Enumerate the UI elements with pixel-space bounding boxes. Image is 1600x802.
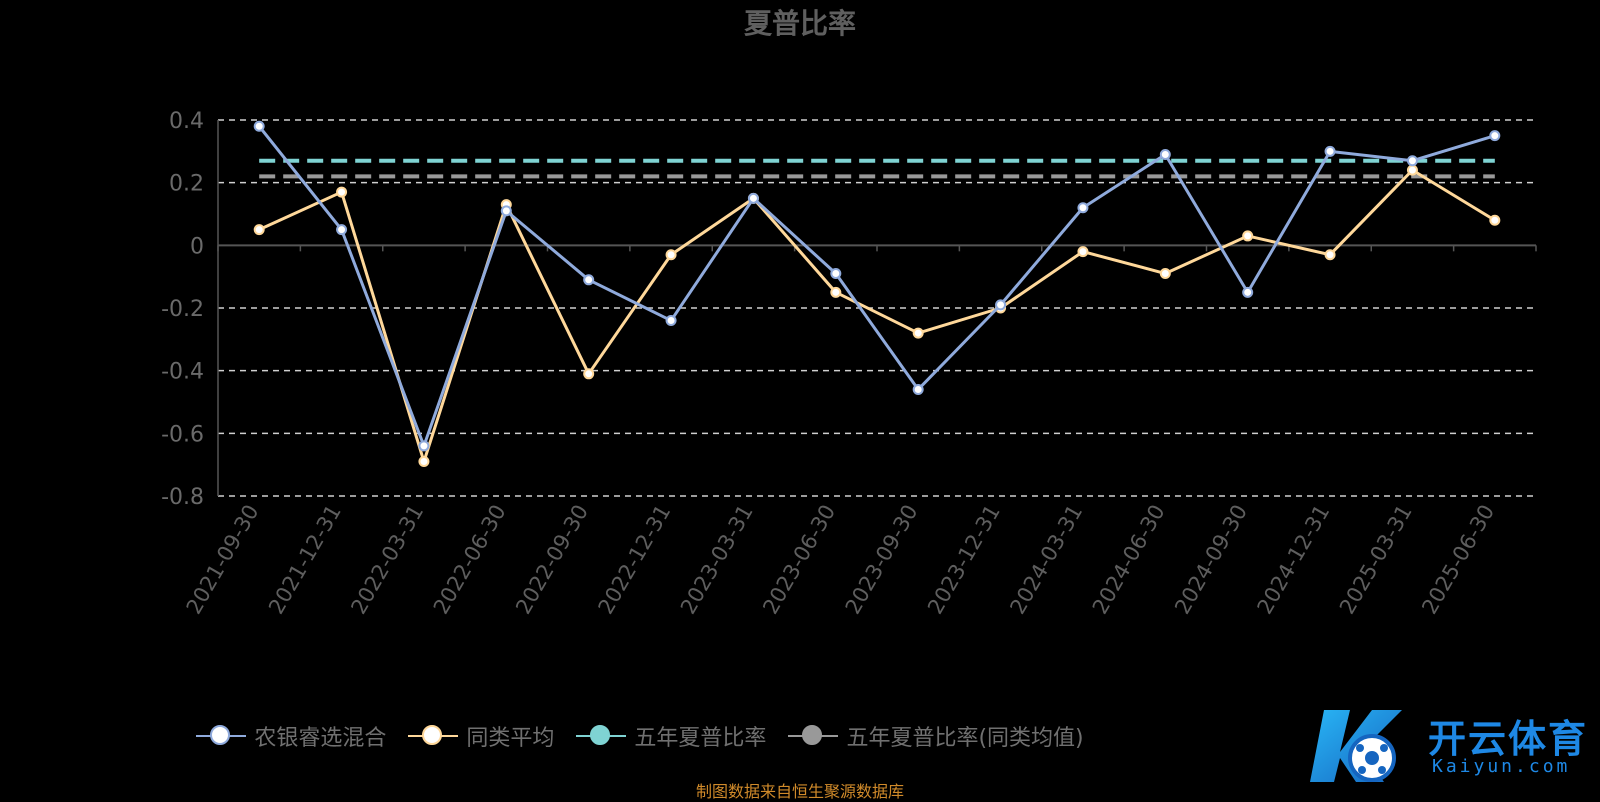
y-tick-label: -0.2 <box>161 297 204 322</box>
y-tick-label: 0 <box>190 234 204 259</box>
series-0-point[interactable] <box>830 268 842 280</box>
series-0-point[interactable] <box>747 192 759 204</box>
x-tick-label: 2024-12-31 <box>1253 501 1335 619</box>
x-tick-label: 2023-03-31 <box>676 501 758 619</box>
y-tick-label: -0.6 <box>161 422 204 447</box>
legend-item-0[interactable]: 农银睿选混合 <box>196 720 386 752</box>
data-source-note: 制图数据来自恒生聚源数据库 <box>695 782 904 801</box>
series-1-point[interactable] <box>1324 249 1336 261</box>
series-0-point[interactable] <box>1077 202 1089 214</box>
chart-title: 夏普比率 <box>744 7 856 40</box>
series-0-point[interactable] <box>1406 155 1418 167</box>
logo-wordmark: 开云体育 <box>1428 717 1589 761</box>
series-1-point[interactable] <box>583 368 595 380</box>
series-line-0 <box>258 125 1496 448</box>
x-tick-label: 2022-03-31 <box>346 501 428 619</box>
watermark-logo: 开云体育 Kaiyun.com <box>1310 700 1590 790</box>
y-tick-label: 0.4 <box>169 109 204 134</box>
series-layer <box>253 120 1501 468</box>
series-0-point[interactable] <box>336 224 348 236</box>
x-tick-label: 2024-09-30 <box>1170 501 1252 619</box>
legend: 农银睿选混合 同类平均 五年夏普比率 五年夏普比率(同类均值) <box>0 718 1280 754</box>
x-tick-label: 2022-12-31 <box>594 501 676 619</box>
series-0-point[interactable] <box>418 440 430 452</box>
legend-item-3[interactable]: 五年夏普比率(同类均值) <box>788 720 1084 752</box>
y-tick-label: -0.4 <box>161 360 204 385</box>
logo-url: Kaiyun.com <box>1432 756 1571 777</box>
series-0-point[interactable] <box>1242 286 1254 298</box>
legend-marker-icon <box>788 724 839 748</box>
series-0-point[interactable] <box>995 299 1007 311</box>
legend-label: 五年夏普比率(同类均值) <box>846 726 1084 751</box>
series-1-point[interactable] <box>1242 230 1254 242</box>
series-line-1 <box>258 168 1496 464</box>
series-0-point[interactable] <box>1324 145 1336 157</box>
legend-marker-icon <box>196 724 247 748</box>
series-0-point[interactable] <box>1489 130 1501 142</box>
logo-emblem-icon <box>1310 710 1402 782</box>
x-tick-label: 2024-06-30 <box>1088 501 1170 619</box>
y-tick-label: -0.8 <box>161 485 204 510</box>
legend-item-1[interactable]: 同类平均 <box>408 720 554 752</box>
series-1-point[interactable] <box>1159 268 1171 280</box>
series-0-point[interactable] <box>500 205 512 217</box>
series-0-point[interactable] <box>583 274 595 286</box>
series-1-point[interactable] <box>1406 164 1418 176</box>
series-0-point[interactable] <box>912 383 924 395</box>
legend-marker-icon <box>408 724 459 748</box>
series-1-point[interactable] <box>253 224 265 236</box>
series-1-point[interactable] <box>418 456 430 468</box>
series-1-point[interactable] <box>830 286 842 298</box>
series-1-point[interactable] <box>336 186 348 198</box>
x-tick-label: 2022-09-30 <box>511 501 593 619</box>
legend-item-2[interactable]: 五年夏普比率 <box>576 720 766 752</box>
series-1-point[interactable] <box>912 327 924 339</box>
series-0-point[interactable] <box>253 120 265 132</box>
x-tick-label: 2023-06-30 <box>758 501 840 619</box>
x-tick-label: 2022-06-30 <box>429 501 511 619</box>
y-tick-label: 0.2 <box>169 172 204 197</box>
series-1-point[interactable] <box>1077 246 1089 258</box>
x-tick-label: 2021-12-31 <box>264 501 346 619</box>
series-1-point[interactable] <box>1489 214 1501 226</box>
legend-marker-icon <box>576 724 627 748</box>
x-tick-label: 2023-09-30 <box>841 501 923 619</box>
legend-label: 五年夏普比率 <box>634 726 767 751</box>
series-0-point[interactable] <box>665 315 677 327</box>
legend-label: 同类平均 <box>466 726 555 751</box>
legend-label: 农银睿选混合 <box>254 726 387 751</box>
x-tick-label: 2021-09-30 <box>182 501 264 619</box>
series-0-point[interactable] <box>1159 148 1171 160</box>
x-tick-label: 2023-12-31 <box>923 501 1005 619</box>
x-tick-label: 2024-03-31 <box>1005 501 1087 619</box>
x-tick-label: 2025-03-31 <box>1335 501 1417 619</box>
x-tick-label: 2025-06-30 <box>1417 501 1499 619</box>
series-1-point[interactable] <box>665 249 677 261</box>
